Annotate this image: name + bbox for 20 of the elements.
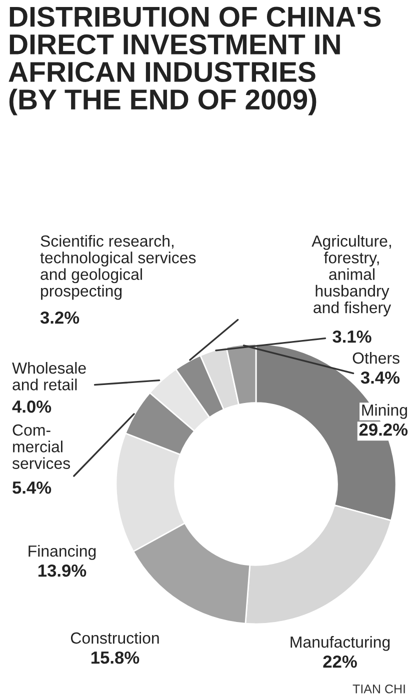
slice-label: Financing	[28, 545, 96, 560]
slice-label: Scientific research, technological services and geological prospecting	[40, 235, 196, 300]
slice-label: Others	[352, 352, 400, 364]
text: TIAN CHI	[352, 684, 405, 694]
chart-title: DISTRIBUTION OF CHINA'S DIRECT INVESTMENT IN AFRICAN INDUSTRIES (BY THE END OF 2009)	[8, 6, 381, 116]
data-label: 22%	[323, 655, 357, 668]
slice-label: Construction	[70, 632, 159, 644]
data-label: 13.9%	[38, 564, 86, 577]
data-label: 3.1%	[332, 330, 372, 343]
slice-label: Wholesale and retail	[12, 362, 86, 390]
data-label: 3.2%	[40, 311, 80, 324]
slice-label: Mining	[362, 404, 407, 419]
data-label: 3.4%	[360, 371, 400, 384]
data-label: 4.0%	[12, 400, 52, 413]
data-label: 29.2%	[359, 423, 408, 436]
data-label: 5.4%	[12, 482, 52, 494]
slice-label: Agriculture, forestry, animal husbandry and fishery	[312, 235, 392, 316]
data-label: 15.8%	[91, 651, 140, 664]
slice-label: Manufacturing	[290, 636, 390, 651]
slice-label: Com- mercial services	[12, 424, 70, 469]
